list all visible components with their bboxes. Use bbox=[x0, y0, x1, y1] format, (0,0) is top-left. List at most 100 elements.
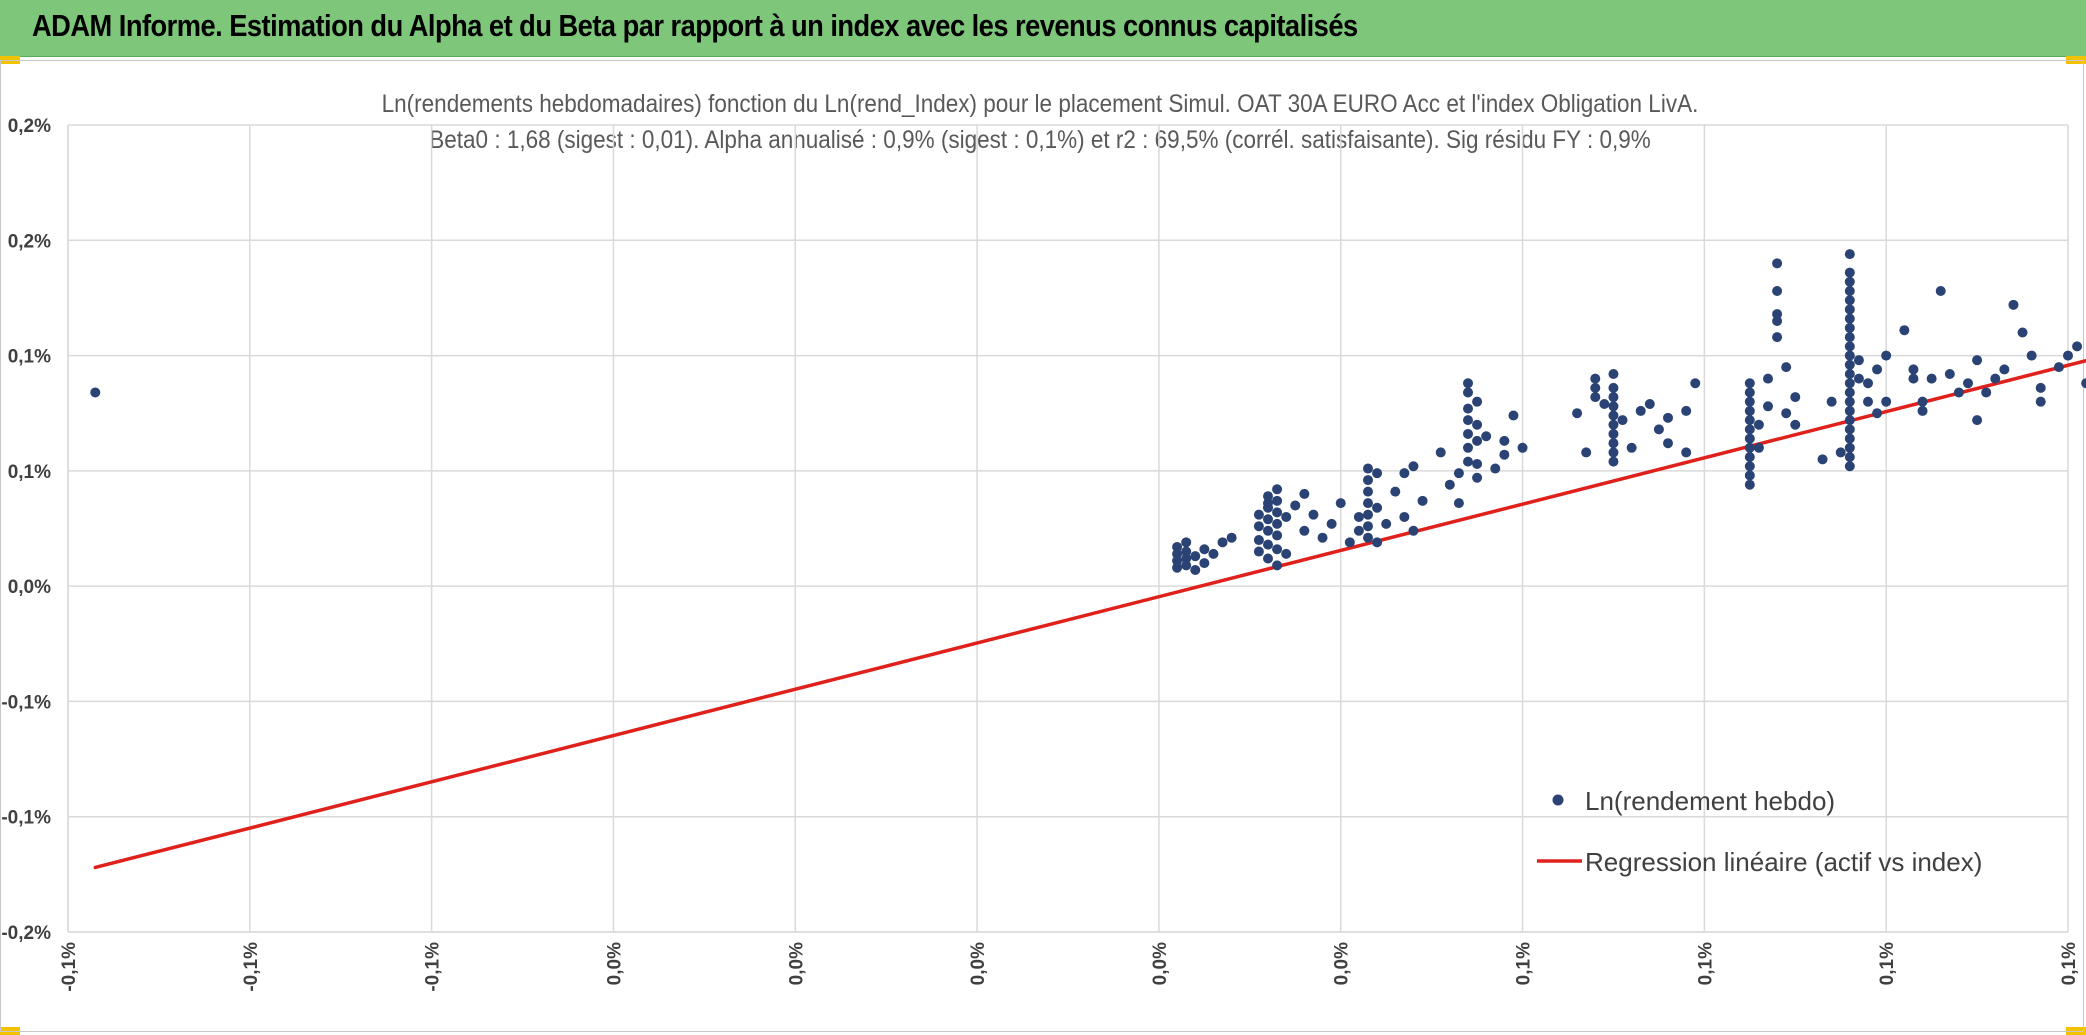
data-point bbox=[1253, 509, 1264, 520]
data-point bbox=[1781, 362, 1792, 373]
data-point bbox=[1844, 304, 1855, 315]
data-point bbox=[1363, 486, 1373, 497]
x-tick-label: 0,1% bbox=[2059, 942, 2080, 985]
data-point bbox=[1690, 378, 1701, 389]
data-point bbox=[1744, 470, 1755, 481]
y-tick-label: -0,2% bbox=[1, 923, 51, 944]
data-point bbox=[1263, 502, 1273, 513]
data-point bbox=[1844, 267, 1855, 278]
data-point bbox=[1372, 537, 1383, 548]
chart-area bbox=[0, 60, 2084, 1032]
x-tick-label: 0,1% bbox=[1695, 942, 1716, 985]
data-point bbox=[1290, 500, 1301, 511]
chart-title-block: Ln(rendements hebdomadaires) fonction du… bbox=[240, 86, 1840, 158]
data-point bbox=[1181, 546, 1192, 557]
data-point bbox=[1408, 461, 1419, 472]
data-point bbox=[1844, 461, 1855, 472]
data-point bbox=[1281, 548, 1292, 559]
data-point bbox=[1608, 369, 1619, 380]
data-point bbox=[1835, 447, 1846, 458]
data-point bbox=[1926, 373, 1937, 384]
data-point bbox=[1308, 509, 1319, 520]
x-tick-label: 0,0% bbox=[1332, 942, 1353, 985]
data-point bbox=[1844, 249, 1855, 260]
data-point bbox=[1908, 364, 1919, 375]
data-point bbox=[1844, 341, 1855, 352]
y-tick-label: -0,1% bbox=[1, 692, 51, 713]
data-point bbox=[1999, 364, 2010, 375]
data-point bbox=[1635, 405, 1646, 416]
data-point bbox=[1844, 350, 1855, 361]
data-point bbox=[1844, 332, 1855, 343]
data-point bbox=[1663, 412, 1673, 423]
data-point bbox=[1744, 396, 1755, 407]
data-point bbox=[1253, 521, 1264, 532]
data-point bbox=[1363, 509, 1373, 520]
data-point bbox=[1599, 398, 1610, 409]
data-point bbox=[1863, 378, 1873, 389]
data-point bbox=[1217, 537, 1228, 548]
data-point bbox=[1744, 479, 1755, 490]
data-point bbox=[1681, 405, 1692, 416]
x-tick-label: -0,1% bbox=[423, 942, 444, 992]
data-point bbox=[1281, 511, 1292, 522]
data-point bbox=[1917, 396, 1928, 407]
data-point bbox=[1463, 378, 1473, 389]
data-point bbox=[1263, 553, 1273, 564]
data-point bbox=[1181, 560, 1192, 571]
data-point bbox=[1472, 396, 1483, 407]
data-point bbox=[2017, 327, 2028, 338]
data-point bbox=[1844, 286, 1855, 297]
data-point bbox=[1272, 507, 1283, 518]
data-point bbox=[1572, 408, 1583, 419]
data-point bbox=[1853, 355, 1864, 366]
data-point bbox=[1199, 544, 1210, 555]
data-point bbox=[1844, 442, 1855, 453]
data-point bbox=[1472, 435, 1483, 446]
data-point bbox=[1990, 373, 2001, 384]
data-point bbox=[1353, 525, 1364, 536]
data-point bbox=[1490, 463, 1501, 474]
data-point bbox=[1608, 392, 1619, 403]
y-tick-label: 0,2% bbox=[8, 116, 51, 137]
y-tick-label: 0,1% bbox=[8, 347, 51, 368]
data-point bbox=[1253, 546, 1264, 557]
data-point bbox=[1626, 442, 1637, 453]
data-point bbox=[1499, 449, 1510, 460]
data-point bbox=[1463, 428, 1473, 439]
y-tick-label: 0,2% bbox=[8, 231, 51, 252]
data-point bbox=[1617, 415, 1628, 426]
data-point bbox=[2072, 341, 2083, 352]
data-point bbox=[1981, 387, 1992, 398]
data-point bbox=[1844, 378, 1855, 389]
data-point bbox=[1353, 511, 1364, 522]
data-point bbox=[1844, 415, 1855, 426]
data-point bbox=[1272, 544, 1283, 555]
data-point bbox=[1872, 408, 1883, 419]
data-point bbox=[1781, 408, 1792, 419]
chart-title: Ln(rendements hebdomadaires) fonction du… bbox=[381, 90, 1699, 118]
x-tick-label: 0,0% bbox=[968, 942, 989, 985]
data-point bbox=[1263, 525, 1273, 536]
chart-subtitle: Beta0 : 1,68 (sigest : 0,01). Alpha annu… bbox=[429, 126, 1651, 154]
data-point bbox=[1453, 468, 1464, 479]
data-point bbox=[1581, 447, 1592, 458]
data-point bbox=[1953, 387, 1964, 398]
data-point bbox=[1826, 396, 1837, 407]
x-tick-label: 0,0% bbox=[1150, 942, 1171, 985]
data-point bbox=[1772, 315, 1783, 326]
data-point bbox=[2063, 350, 2073, 361]
data-point bbox=[1963, 378, 1973, 389]
data-point bbox=[1299, 525, 1310, 536]
data-point bbox=[1853, 373, 1864, 384]
x-tick-label: 0,0% bbox=[786, 942, 807, 985]
data-point bbox=[1226, 532, 1237, 543]
data-point bbox=[1181, 537, 1192, 548]
data-point bbox=[1508, 410, 1519, 421]
data-point bbox=[1744, 442, 1755, 453]
data-point bbox=[1790, 419, 1801, 430]
data-point bbox=[1608, 410, 1619, 421]
data-point bbox=[1272, 518, 1283, 529]
